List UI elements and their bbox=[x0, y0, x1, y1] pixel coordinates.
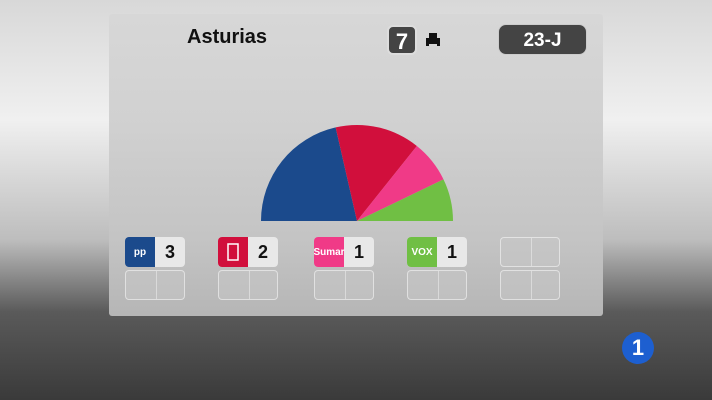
empty-slot bbox=[500, 237, 560, 267]
psoe-logo bbox=[218, 237, 248, 267]
party-vox: VOX 1 bbox=[407, 237, 467, 267]
election-badge: 23-J bbox=[498, 24, 587, 55]
party-pp: pp 3 bbox=[125, 237, 185, 267]
empty-slot bbox=[500, 270, 560, 300]
seat-count: 1 bbox=[353, 242, 364, 262]
sumar-logo: Sumar bbox=[314, 237, 345, 267]
seat-count: 2 bbox=[257, 242, 268, 262]
total-seats-badge: 7 bbox=[387, 25, 417, 55]
party-psoe: 2 bbox=[218, 237, 278, 267]
empty-slot bbox=[218, 270, 278, 300]
party-sumar: Sumar 1 bbox=[314, 237, 374, 267]
rose-fist-icon bbox=[227, 243, 239, 261]
pp-logo: pp bbox=[125, 237, 155, 267]
slice-pp bbox=[261, 127, 357, 221]
empty-slot bbox=[125, 270, 185, 300]
empty-slot bbox=[407, 270, 467, 300]
seat-count: 1 bbox=[446, 242, 457, 262]
channel-logo: 1 bbox=[622, 332, 654, 364]
armchair-icon bbox=[426, 33, 440, 46]
region-title: Asturias bbox=[187, 26, 268, 48]
slice-psoe bbox=[335, 125, 417, 221]
empty-slot bbox=[314, 270, 374, 300]
seat-count: 3 bbox=[164, 242, 175, 262]
slice-vox bbox=[357, 179, 453, 221]
vox-logo: VOX bbox=[407, 237, 437, 267]
slice-sumar bbox=[357, 145, 444, 221]
